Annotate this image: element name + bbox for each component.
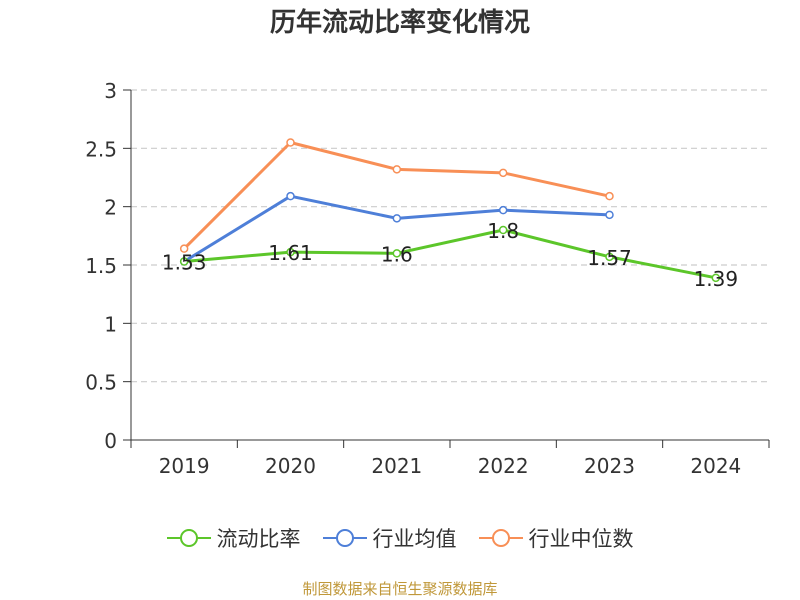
data-label: 1.61 (268, 241, 313, 265)
x-tick-label: 2021 (371, 454, 422, 478)
data-point-0 (286, 247, 295, 257)
data-point-2 (286, 138, 295, 147)
x-tick-label: 2023 (584, 454, 635, 478)
data-label: 1.53 (162, 251, 207, 275)
x-tick-label: 2022 (478, 454, 529, 478)
data-point-1 (392, 214, 402, 223)
legend-swatch-current-ratio (166, 529, 211, 547)
x-tick-label: 2019 (159, 454, 210, 478)
data-point-1 (498, 205, 508, 215)
data-point-0 (711, 273, 721, 283)
legend-label-industry-median: 行业中位数 (528, 527, 634, 551)
data-point-1 (286, 191, 295, 201)
data-label: 1.57 (587, 246, 632, 270)
y-tick-label: 1.5 (85, 254, 117, 278)
x-tick-label: 2020 (265, 454, 316, 478)
x-tick-label: 2024 (690, 454, 741, 478)
y-tick-label: 0 (104, 429, 117, 453)
legend-item-current-ratio[interactable]: 流动比率 (166, 523, 301, 553)
y-tick-label: 2 (104, 196, 117, 220)
data-point-0 (392, 249, 402, 258)
data-point-0 (179, 257, 189, 266)
data-point-2 (392, 165, 402, 174)
chart-title: 历年流动比率变化情况 (269, 8, 530, 38)
data-point-0 (498, 225, 508, 235)
source-note: 制图数据来自恒生聚源数据库 (302, 580, 498, 598)
data-point-2 (498, 168, 508, 178)
legend-item-industry-average[interactable]: 行业均值 (322, 523, 457, 553)
series-line-0 (184, 228, 717, 280)
data-point-1 (605, 210, 614, 220)
legend-swatch-industry-median (478, 529, 523, 547)
data-label: 1.6 (381, 242, 413, 266)
legend-item-industry-median[interactable]: 行业中位数 (478, 523, 634, 553)
y-tick-label: 0.5 (85, 371, 117, 395)
data-label: 1.8 (487, 219, 519, 243)
y-tick-label: 1 (104, 312, 117, 336)
legend-swatch-industry-average (322, 529, 367, 547)
legend-label-current-ratio: 流动比率 (216, 527, 301, 551)
data-point-2 (605, 191, 614, 201)
y-tick-label: 2.5 (85, 137, 117, 161)
legend: 流动比率 行业均值 行业中位数 (0, 518, 800, 558)
data-label: 1.39 (694, 267, 739, 291)
data-point-2 (179, 244, 189, 253)
legend-label-industry-average: 行业均值 (372, 527, 457, 551)
y-tick-label: 3 (104, 79, 117, 103)
series-line-2 (183, 141, 610, 250)
data-point-0 (605, 252, 614, 262)
